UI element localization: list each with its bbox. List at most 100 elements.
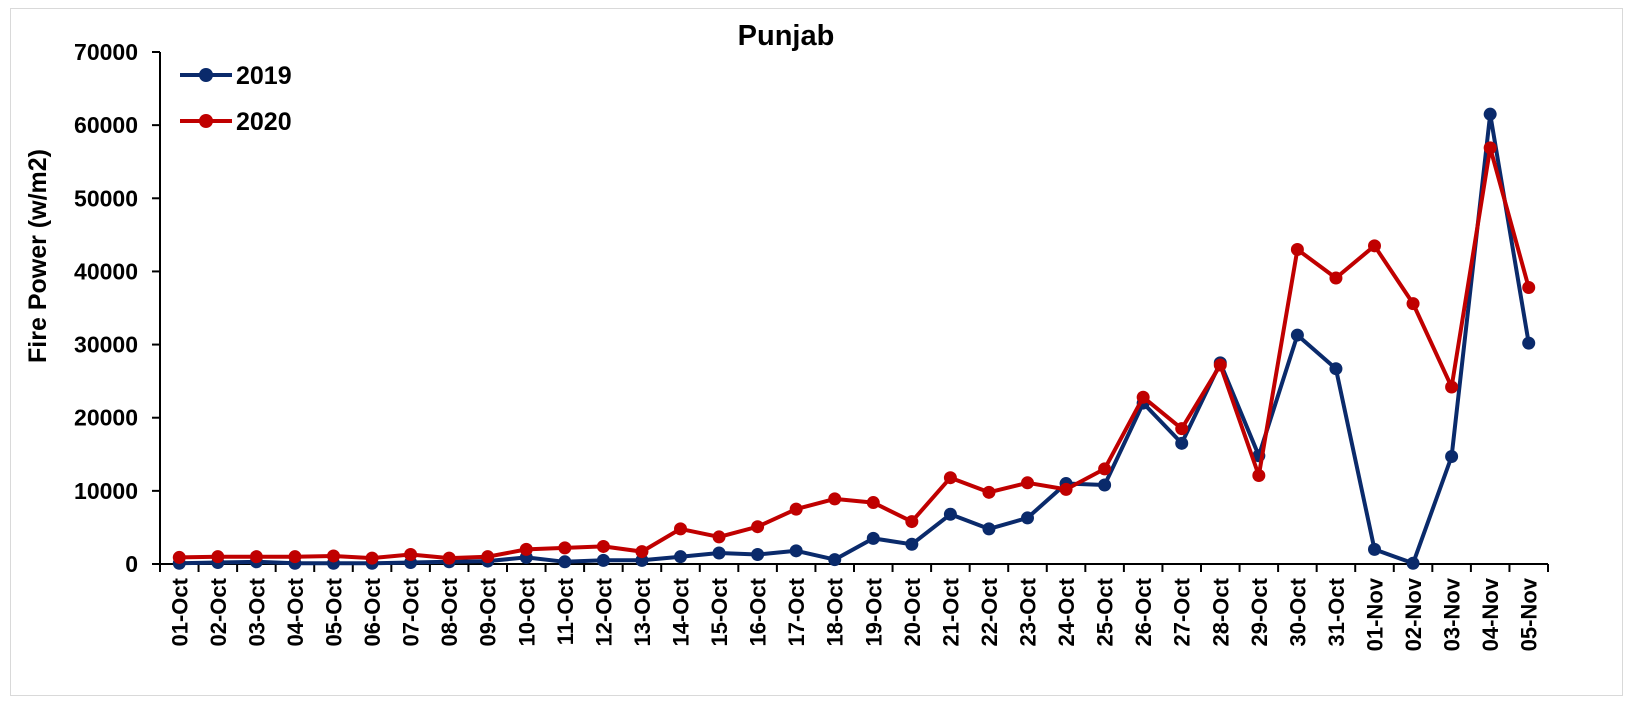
data-point-2020 xyxy=(596,539,610,553)
data-point-2020 xyxy=(1290,242,1304,256)
x-tick-label: 05-Nov xyxy=(1517,577,1542,651)
data-point-2019 xyxy=(1406,556,1420,570)
x-tick-label: 04-Oct xyxy=(283,577,308,646)
data-point-2020 xyxy=(1522,281,1536,295)
data-point-2020 xyxy=(789,502,803,516)
data-point-2020 xyxy=(1406,297,1420,311)
data-point-2019 xyxy=(558,555,572,569)
x-tick-label: 20-Oct xyxy=(900,577,925,646)
y-tick-label: 30000 xyxy=(74,332,138,358)
x-tick-label: 29-Oct xyxy=(1247,577,1272,646)
x-tick-label: 30-Oct xyxy=(1285,577,1310,646)
data-point-2020 xyxy=(249,550,263,564)
data-point-2020 xyxy=(828,492,842,506)
data-point-2020 xyxy=(442,551,456,565)
x-tick-label: 19-Oct xyxy=(861,577,886,646)
x-tick-label: 12-Oct xyxy=(591,577,616,646)
data-point-2019 xyxy=(789,544,803,558)
x-tick-label: 07-Oct xyxy=(399,577,424,646)
data-point-2020 xyxy=(1483,141,1497,155)
data-point-2019 xyxy=(905,537,919,551)
x-tick-label: 09-Oct xyxy=(476,577,501,646)
data-point-2019 xyxy=(712,546,726,560)
data-point-2020 xyxy=(1252,468,1266,482)
x-tick-label: 06-Oct xyxy=(360,577,385,646)
x-tick-label: 13-Oct xyxy=(630,577,655,646)
data-point-2020 xyxy=(1098,462,1112,476)
x-tick-label: 24-Oct xyxy=(1054,577,1079,646)
data-point-2019 xyxy=(1290,328,1304,342)
data-point-2020 xyxy=(1136,390,1150,404)
data-point-2020 xyxy=(905,515,919,529)
data-point-2019 xyxy=(1098,478,1112,492)
x-tick-label: 21-Oct xyxy=(938,577,963,646)
x-tick-label: 25-Oct xyxy=(1093,577,1118,646)
legend: 2019 2020 xyxy=(180,62,292,136)
data-point-2020 xyxy=(712,530,726,544)
y-tick-label: 70000 xyxy=(74,39,138,65)
data-point-2020 xyxy=(404,547,418,561)
series-line-2020 xyxy=(179,145,1531,561)
chart-frame xyxy=(10,8,1623,696)
data-point-2020 xyxy=(943,471,957,485)
y-tick-label: 10000 xyxy=(74,478,138,504)
x-tick-label: 23-Oct xyxy=(1016,577,1041,646)
y-tick-label: 20000 xyxy=(74,405,138,431)
data-point-2019 xyxy=(1483,107,1497,121)
data-point-2020 xyxy=(982,485,996,499)
data-point-2020 xyxy=(365,551,379,565)
data-point-2019 xyxy=(982,522,996,536)
x-tick-label: 14-Oct xyxy=(669,577,694,646)
data-point-2020 xyxy=(674,522,687,536)
x-tick-label: 27-Oct xyxy=(1170,577,1195,646)
data-point-2020 xyxy=(519,542,533,556)
legend-label-2020: 2020 xyxy=(236,108,292,136)
data-point-2020 xyxy=(327,549,340,563)
x-tick-label: 16-Oct xyxy=(746,577,771,646)
data-point-2019 xyxy=(1522,336,1536,350)
data-point-2020 xyxy=(866,496,880,510)
x-tick-label: 08-Oct xyxy=(437,577,462,646)
data-point-2020 xyxy=(1059,482,1073,496)
data-point-2020 xyxy=(1213,358,1227,372)
y-tick-label: 50000 xyxy=(74,185,138,211)
data-point-2019 xyxy=(1021,511,1034,525)
chart-title: Punjab xyxy=(738,20,835,52)
x-tick-label: 01-Nov xyxy=(1363,577,1388,651)
data-point-2019 xyxy=(751,547,765,561)
x-tick-label: 31-Oct xyxy=(1324,577,1349,646)
y-tick-label: 40000 xyxy=(74,258,138,284)
data-point-2019 xyxy=(1175,436,1189,450)
x-tick-label: 01-Oct xyxy=(167,577,192,646)
data-point-2020 xyxy=(558,541,572,555)
data-point-2020 xyxy=(1368,239,1381,253)
data-point-2019 xyxy=(828,553,842,567)
x-tick-label: 03-Oct xyxy=(244,577,269,646)
data-point-2019 xyxy=(674,550,687,564)
x-tick-label: 11-Oct xyxy=(553,577,578,645)
data-point-2020 xyxy=(481,550,495,564)
y-axis-label: Fire Power (w/m2) xyxy=(24,149,52,363)
data-point-2019 xyxy=(866,531,880,545)
data-point-2019 xyxy=(596,553,610,567)
x-tick-label: 03-Nov xyxy=(1440,577,1465,651)
data-point-2020 xyxy=(751,520,765,534)
x-tick-label: 10-Oct xyxy=(514,577,539,646)
data-point-2020 xyxy=(172,550,186,564)
legend-marker-2020 xyxy=(199,114,213,128)
data-point-2020 xyxy=(288,550,302,564)
x-tick-label: 17-Oct xyxy=(784,577,809,646)
legend-label-2019: 2019 xyxy=(236,62,292,90)
data-point-2019 xyxy=(943,507,957,521)
y-tick-label: 0 xyxy=(125,551,138,577)
data-point-2020 xyxy=(1175,422,1189,436)
data-point-2019 xyxy=(1368,542,1381,556)
y-tick-label: 60000 xyxy=(74,112,138,138)
x-tick-label: 05-Oct xyxy=(322,577,347,646)
x-tick-label: 02-Nov xyxy=(1401,577,1426,651)
x-tick-label: 15-Oct xyxy=(707,577,732,646)
data-point-2020 xyxy=(1021,476,1034,490)
data-point-2020 xyxy=(1329,271,1343,285)
series-line-2019 xyxy=(179,112,1531,566)
